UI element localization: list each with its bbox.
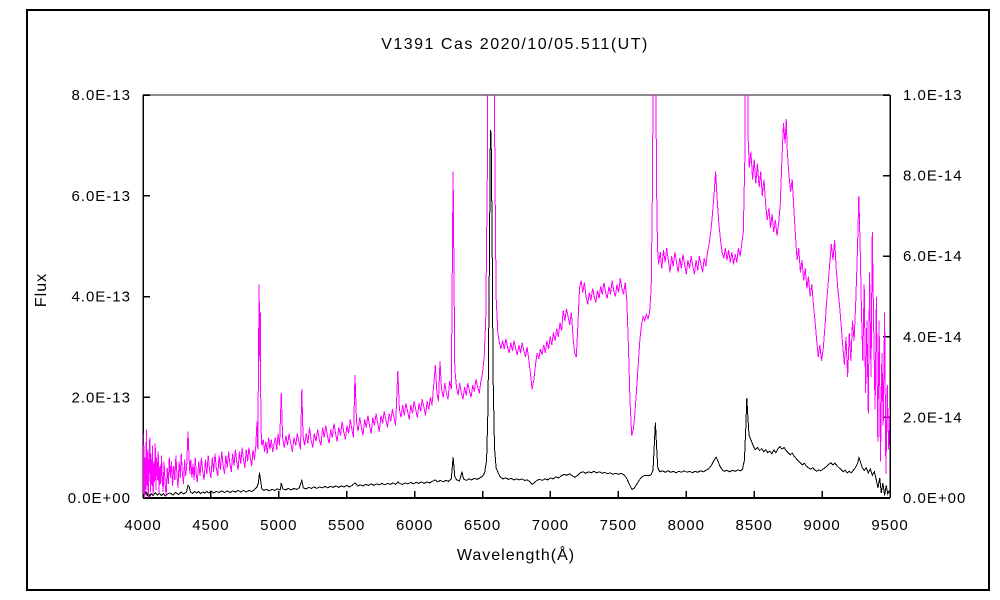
left-tick-label: 8.0E-13 [71, 87, 131, 104]
black-spectrum [143, 130, 890, 498]
x-tick-label: 7000 [532, 517, 569, 534]
right-tick-label: 0.0E+00 [903, 490, 966, 507]
generated-chart-content: 4000 4500 5000 5500 6000 6500 7000 7500 8000 8500… [68, 87, 966, 534]
outer-border [26, 9, 990, 591]
left-tick-label: 4.0E-13 [71, 289, 131, 306]
x-tick-label: 4500 [192, 517, 229, 534]
left-tick-label: 2.0E-13 [71, 389, 131, 406]
x-tick-label: 4000 [124, 517, 161, 534]
right-tick-label: 2.0E-14 [903, 409, 963, 426]
x-tick-label: 9000 [803, 517, 840, 534]
x-tick-label: 8500 [735, 517, 772, 534]
y-axis-label-flux: Flux [33, 273, 50, 307]
left-tick-label: 0.0E+00 [68, 490, 131, 507]
x-tick-label: 9500 [871, 517, 908, 534]
x-tick-label: 5500 [328, 517, 365, 534]
chart-title: V1391 Cas 2020/10/05.511(UT) [381, 36, 649, 53]
x-tick-label: 6000 [396, 517, 433, 534]
right-tick-label: 6.0E-14 [903, 248, 963, 265]
magenta-spectrum [143, 95, 890, 498]
x-axis-label-wavelength: Wavelength(Å) [457, 545, 575, 564]
x-tick-label: 7500 [600, 517, 637, 534]
x-tick-label: 5000 [260, 517, 297, 534]
x-tick-label: 8000 [668, 517, 705, 534]
right-tick-label: 1.0E-13 [903, 87, 963, 104]
x-tick-label: 6500 [464, 517, 501, 534]
right-tick-label: 8.0E-14 [903, 168, 963, 185]
plot-frame [142, 94, 891, 499]
left-tick-label: 6.0E-13 [71, 188, 131, 205]
right-tick-label: 4.0E-14 [903, 329, 963, 346]
